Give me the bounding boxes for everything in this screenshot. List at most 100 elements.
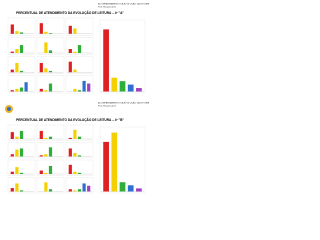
bar bbox=[39, 155, 43, 157]
header-line: ACOMPANHAMENTO DA EVOLUÇÃO DA LEITURA bbox=[98, 3, 149, 6]
header-line: ACOMPANHAMENTO DA EVOLUÇÃO DA LEITURA bbox=[98, 102, 149, 105]
bar bbox=[10, 24, 14, 34]
bar bbox=[39, 88, 43, 92]
bar bbox=[44, 154, 48, 157]
bar bbox=[103, 29, 109, 92]
chart-frame bbox=[65, 159, 94, 176]
bar bbox=[15, 136, 19, 139]
bar bbox=[68, 25, 72, 34]
bar bbox=[68, 189, 72, 192]
bar bbox=[15, 149, 19, 157]
bar bbox=[48, 189, 53, 192]
chart-frame bbox=[7, 56, 36, 74]
bar bbox=[119, 81, 126, 92]
bar bbox=[82, 183, 86, 192]
bar bbox=[73, 69, 77, 73]
chart-frame bbox=[7, 75, 36, 94]
bar bbox=[136, 88, 142, 92]
bar bbox=[48, 147, 53, 157]
chart-frame bbox=[65, 177, 94, 194]
bar bbox=[77, 45, 82, 53]
bar bbox=[19, 45, 24, 53]
chart-frame bbox=[65, 17, 94, 36]
chart-frame bbox=[7, 177, 36, 194]
bar bbox=[39, 23, 43, 34]
bar bbox=[10, 90, 14, 92]
bar bbox=[87, 83, 91, 92]
bar bbox=[111, 132, 118, 192]
bar bbox=[15, 183, 19, 192]
chart-frame bbox=[65, 56, 94, 74]
bar bbox=[77, 90, 82, 92]
bar bbox=[73, 190, 77, 192]
bar bbox=[10, 51, 14, 53]
bar bbox=[19, 87, 24, 92]
bar bbox=[15, 31, 19, 34]
bar bbox=[136, 188, 142, 192]
bar bbox=[68, 164, 72, 174]
bar bbox=[19, 148, 24, 157]
bar bbox=[103, 141, 109, 192]
chart-frame bbox=[65, 142, 94, 159]
chart-frame bbox=[65, 75, 94, 94]
bar bbox=[15, 62, 19, 73]
chart-frame bbox=[36, 56, 65, 74]
bar bbox=[73, 88, 77, 92]
bar bbox=[68, 137, 72, 139]
bar bbox=[39, 130, 43, 139]
bar bbox=[19, 172, 24, 174]
bar bbox=[77, 189, 82, 192]
bar bbox=[73, 51, 77, 53]
bar bbox=[68, 61, 72, 73]
bar bbox=[68, 148, 72, 157]
bar bbox=[39, 170, 43, 174]
bar bbox=[48, 50, 53, 53]
bar bbox=[48, 70, 53, 73]
section-title: PERCENTUAL DE ATENDIMENTO DA EVOLUÇÃO DE… bbox=[16, 117, 124, 122]
bar bbox=[48, 83, 53, 92]
bar bbox=[10, 154, 14, 157]
bar bbox=[48, 165, 53, 174]
page: ACOMPANHAMENTO DA EVOLUÇÃO DA LEITURAPro… bbox=[0, 0, 149, 198]
bar bbox=[39, 62, 43, 73]
chart-frame bbox=[36, 124, 65, 141]
bar bbox=[15, 88, 19, 92]
bar bbox=[44, 42, 48, 53]
bar bbox=[10, 188, 14, 192]
bar bbox=[87, 185, 91, 192]
header-line: Prof. Responsável bbox=[98, 105, 116, 108]
chart-frame bbox=[36, 177, 65, 194]
bar bbox=[44, 137, 48, 139]
bar bbox=[19, 190, 24, 192]
bar bbox=[44, 172, 48, 174]
bar bbox=[19, 130, 24, 139]
bar bbox=[44, 31, 48, 34]
chart-frame bbox=[7, 17, 36, 36]
bar bbox=[68, 49, 72, 53]
bar bbox=[44, 182, 48, 192]
chart-frame bbox=[7, 159, 36, 176]
bar bbox=[111, 77, 118, 92]
bar bbox=[10, 69, 14, 73]
section-title: PERCENTUAL DE ATENDIMENTO DA EVOLUÇÃO DE… bbox=[16, 10, 124, 15]
bar bbox=[48, 33, 53, 34]
header-line: Prof. Responsável bbox=[98, 6, 116, 9]
bar bbox=[19, 32, 24, 34]
bar bbox=[19, 70, 24, 73]
bar bbox=[15, 167, 19, 174]
chart-frame bbox=[65, 124, 94, 141]
chart-frame bbox=[36, 17, 65, 36]
bar bbox=[73, 129, 77, 139]
bar bbox=[73, 171, 77, 174]
bar bbox=[73, 28, 77, 34]
bar bbox=[77, 136, 82, 139]
bar bbox=[119, 182, 126, 192]
bar bbox=[24, 82, 28, 92]
bar bbox=[127, 84, 134, 92]
bar bbox=[44, 68, 48, 73]
bar bbox=[73, 153, 77, 157]
bar bbox=[15, 49, 19, 53]
bar bbox=[10, 171, 14, 174]
bar bbox=[10, 132, 14, 139]
chart-frame bbox=[36, 37, 65, 55]
